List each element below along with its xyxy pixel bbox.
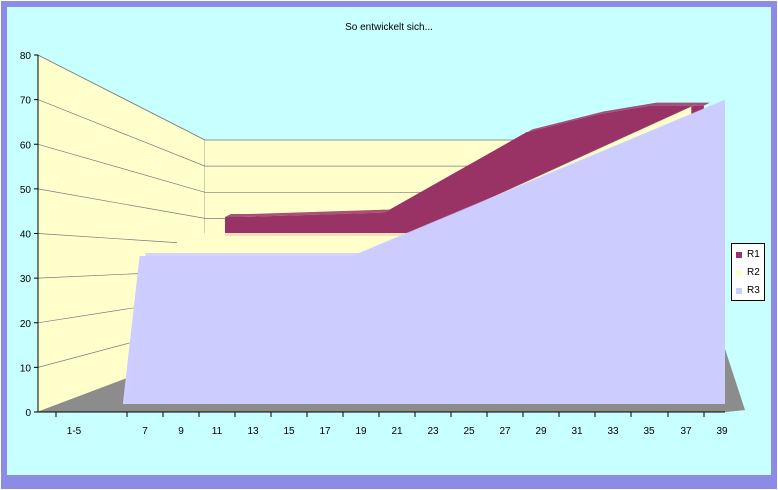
y-tick-label: 80 — [20, 51, 32, 62]
y-tick-label: 40 — [20, 230, 32, 241]
x-tick-label: 11 — [212, 426, 223, 437]
series-top-edge-r3 — [122, 97, 731, 412]
chart-title: So entwickelt sich... — [345, 22, 433, 33]
x-tick-label: 21 — [391, 426, 403, 437]
plot-area: 0 10 20 30 40 50 60 70 80 1-5 7 9 11 13 15 17 19 21 23 25 27… — [20, 51, 745, 437]
floor-front-edge — [122, 404, 745, 412]
y-tick-label: 0 — [25, 408, 31, 419]
legend-label: R1 — [747, 249, 760, 260]
x-tick-label: 29 — [535, 426, 547, 437]
x-tick-label: 13 — [247, 426, 259, 437]
y-tick-label: 50 — [20, 185, 32, 196]
x-tick-label: 7 — [142, 426, 148, 437]
gridline — [37, 54, 575, 141]
legend-swatch — [736, 270, 742, 276]
y-tick-label: 70 — [20, 96, 32, 107]
x-tick-label: 17 — [319, 426, 331, 437]
legend-label: R2 — [747, 267, 760, 278]
series-area-r3 — [122, 100, 725, 412]
legend-swatch — [736, 288, 742, 294]
x-tick-label: 33 — [607, 426, 619, 437]
legend-label: R3 — [747, 285, 760, 296]
y-tick-label: 30 — [20, 274, 32, 285]
y-tick-label: 10 — [20, 363, 32, 374]
x-tick-label: 15 — [283, 426, 295, 437]
x-tick-label: 19 — [355, 426, 367, 437]
x-tick-label: 35 — [643, 426, 655, 437]
y-tick-label: 60 — [20, 140, 32, 151]
x-tick-label: 23 — [427, 426, 439, 437]
x-tick-label: 31 — [571, 426, 583, 437]
x-tick-label: 1-5 — [67, 426, 82, 437]
legend: R1 R2 R3 — [731, 243, 765, 301]
x-tick-label: 37 — [680, 426, 692, 437]
legend-swatch — [736, 252, 742, 258]
x-tick-label: 25 — [463, 426, 475, 437]
x-tick-label: 39 — [716, 426, 728, 437]
x-tick-label: 9 — [178, 426, 184, 437]
y-tick-label: 20 — [20, 319, 32, 330]
gridline — [37, 99, 575, 167]
x-tick-label: 27 — [499, 426, 511, 437]
